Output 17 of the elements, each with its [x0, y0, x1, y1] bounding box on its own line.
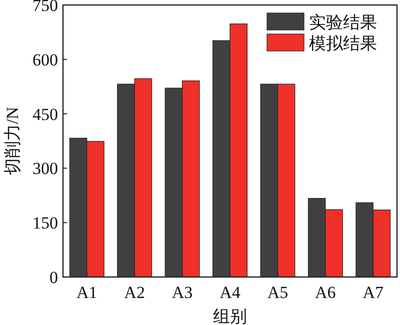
x-tick-label: A1 — [76, 283, 98, 302]
x-tick-label: A5 — [267, 283, 288, 302]
x-axis-title: 组别 — [213, 307, 247, 325]
y-tick-label: 300 — [32, 159, 58, 178]
y-tick-label: 150 — [32, 214, 58, 233]
y-tick-label: 750 — [32, 0, 58, 15]
x-tick-label: A7 — [362, 283, 384, 302]
y-tick-label: 450 — [32, 104, 58, 124]
legend-label: 模拟结果 — [309, 34, 377, 53]
x-tick-label: A3 — [172, 283, 193, 302]
x-tick-label: A2 — [124, 283, 145, 302]
legend-label: 实验结果 — [309, 13, 377, 32]
x-tick-label: A4 — [220, 283, 241, 302]
y-tick-label: 600 — [32, 50, 58, 70]
x-tick-label: A6 — [315, 283, 336, 302]
y-axis-title: 切削力/N — [3, 107, 22, 175]
y-tick-label: 0 — [50, 268, 58, 287]
